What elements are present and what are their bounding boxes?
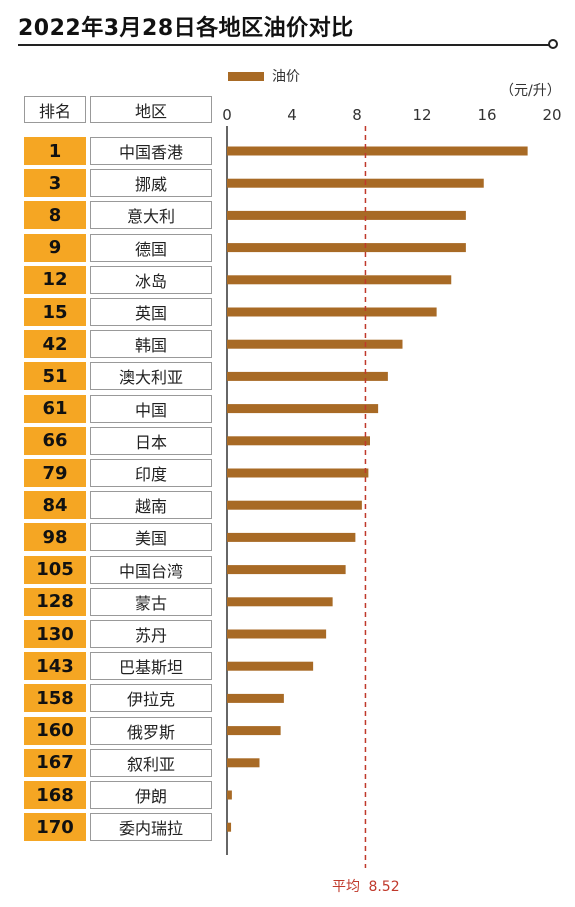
- average-value: 8.52: [368, 879, 400, 895]
- rank-cell: 143: [24, 652, 86, 681]
- bar: [227, 404, 379, 414]
- rank-cell: 1: [24, 137, 86, 165]
- bar: [227, 790, 232, 800]
- region-cell: 蒙古: [90, 587, 212, 616]
- region-cell: 伊拉克: [90, 684, 212, 713]
- bar: [227, 500, 362, 510]
- x-tick-label: 20: [542, 106, 561, 124]
- rank-cell: 3: [24, 169, 86, 198]
- bar: [227, 307, 437, 317]
- chart-title: 2022年3月28日各地区油价对比: [18, 16, 354, 41]
- region-cell: 印度: [90, 459, 212, 487]
- rank-cell: 12: [24, 265, 86, 294]
- x-tick-label: 12: [412, 106, 431, 124]
- bar: [227, 565, 346, 575]
- region-cell: 冰岛: [90, 265, 212, 294]
- rank-cell: 130: [24, 620, 86, 648]
- bar: [227, 597, 333, 607]
- region-cell: 韩国: [90, 330, 212, 359]
- rank-cell: 84: [24, 491, 86, 520]
- rank-cell: 167: [24, 748, 86, 777]
- x-tick-label: 4: [287, 106, 297, 124]
- title-rule-end-dot: [548, 39, 558, 49]
- region-cell: 中国: [90, 394, 212, 423]
- bar: [227, 146, 528, 156]
- rank-cell: 51: [24, 362, 86, 391]
- rank-cell: 170: [24, 813, 86, 842]
- x-tick-label: 0: [222, 106, 232, 124]
- region-cell: 中国香港: [90, 137, 212, 165]
- bar: [227, 822, 232, 832]
- bar: [227, 275, 452, 285]
- region-cell: 日本: [90, 426, 212, 455]
- region-cell: 越南: [90, 491, 212, 520]
- region-cell: 叙利亚: [90, 748, 212, 777]
- region-cell: 委内瑞拉: [90, 813, 212, 842]
- bar: [227, 210, 466, 220]
- legend-swatch: [228, 71, 264, 81]
- rank-cell: 105: [24, 555, 86, 584]
- bar: [227, 629, 327, 639]
- region-header: 地区: [90, 96, 212, 123]
- legend: 油价: [228, 66, 300, 86]
- rank-cell: 160: [24, 716, 86, 745]
- average-label: 平均: [332, 879, 360, 895]
- x-tick-label: 8: [352, 106, 362, 124]
- region-cell: 德国: [90, 233, 212, 262]
- rank-cell: 61: [24, 394, 86, 423]
- rank-cell: 168: [24, 781, 86, 809]
- bar: [227, 532, 356, 542]
- average-annotation: 平均 8.52: [332, 876, 400, 896]
- region-cell: 伊朗: [90, 781, 212, 809]
- region-cell: 苏丹: [90, 620, 212, 648]
- rank-cell: 15: [24, 298, 86, 326]
- bar: [227, 371, 388, 381]
- region-cell: 澳大利亚: [90, 362, 212, 391]
- bar: [227, 243, 466, 253]
- rank-cell: 98: [24, 523, 86, 552]
- region-cell: 意大利: [90, 201, 212, 230]
- region-cell: 挪威: [90, 169, 212, 198]
- rank-cell: 66: [24, 426, 86, 455]
- bar: [227, 436, 370, 446]
- bar: [227, 661, 314, 671]
- title-rule: [18, 44, 552, 46]
- region-cell: 中国台湾: [90, 555, 212, 584]
- rank-cell: 9: [24, 233, 86, 262]
- region-cell: 英国: [90, 298, 212, 326]
- region-cell: 俄罗斯: [90, 716, 212, 745]
- bar: [227, 178, 484, 188]
- rank-cell: 128: [24, 587, 86, 616]
- bar: [227, 468, 369, 478]
- bar: [227, 339, 403, 349]
- rank-header: 排名: [24, 96, 86, 123]
- rank-cell: 42: [24, 330, 86, 359]
- x-tick-label: 16: [477, 106, 496, 124]
- region-cell: 巴基斯坦: [90, 652, 212, 681]
- bar: [227, 758, 260, 768]
- bar: [227, 693, 284, 703]
- unit-label: （元/升）: [500, 83, 561, 99]
- rank-cell: 158: [24, 684, 86, 713]
- region-cell: 美国: [90, 523, 212, 552]
- bar: [227, 726, 281, 736]
- rank-cell: 79: [24, 459, 86, 487]
- rank-cell: 8: [24, 201, 86, 230]
- legend-label: 油价: [272, 69, 300, 85]
